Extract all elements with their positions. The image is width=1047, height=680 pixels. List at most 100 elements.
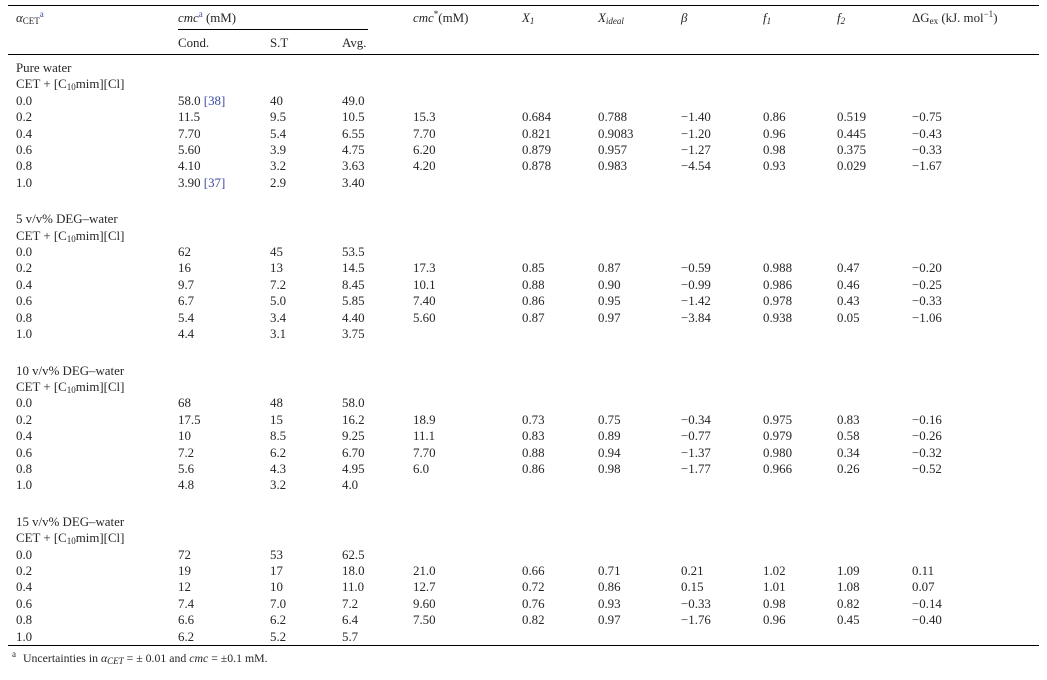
system-subscript: 10 — [66, 536, 76, 547]
cell-f1: 0.96 — [763, 613, 786, 628]
cell-x1 — [522, 93, 598, 109]
cell-cmc-star — [413, 629, 522, 646]
table-wrapper: αCETa cmca (mM) cmc*(mM) X1 Xideal β f1 … — [8, 5, 1040, 646]
cell-cond: 10 — [178, 429, 191, 444]
cell-st: 2.9 — [270, 175, 287, 190]
cell-cond: 7.70 — [178, 126, 201, 141]
section-title: 10 v/v% DEG–water — [16, 363, 125, 378]
table-row: 0.0 72 53 62.5 — [8, 547, 1039, 563]
cell-x-ideal: 0.94 — [598, 445, 621, 460]
cell-f2: 0.47 — [837, 261, 860, 276]
cell-beta: −0.33 — [681, 596, 711, 611]
cell-avg: 11.0 — [342, 580, 365, 595]
citation-link[interactable]: [37] — [203, 175, 226, 190]
system-subscript: 10 — [66, 82, 76, 93]
cell-x-ideal — [598, 93, 681, 109]
footnote-link[interactable]: a — [198, 9, 203, 19]
cell-f1 — [763, 93, 837, 109]
cell-alpha: 0.4 — [16, 277, 33, 292]
alpha-subscript: CET — [22, 16, 40, 26]
section-system-row: CET + [C10mim][Cl] — [8, 76, 1039, 92]
cell-cond: 9.7 — [178, 277, 195, 292]
cmc-unit: (mM) — [202, 11, 237, 25]
cell-f2: 0.43 — [837, 294, 860, 309]
cell-f2: 0.58 — [837, 429, 860, 444]
cell-f2: 0.46 — [837, 277, 860, 292]
cell-avg: 18.0 — [342, 563, 365, 578]
cell-f2: 0.34 — [837, 445, 860, 460]
section-system-row: CET + [C10mim][Cl] — [8, 379, 1039, 395]
cell-f1 — [763, 547, 837, 563]
cell-beta — [681, 477, 763, 493]
cmc-star-unit: (mM) — [438, 11, 469, 25]
cell-cmc-star — [413, 175, 522, 191]
section-system-row: CET + [C10mim][Cl] — [8, 530, 1039, 546]
table-body: Pure water CET + [C10mim][Cl] 0.0 58.0 [38]… — [8, 55, 1039, 646]
cell-x-ideal — [598, 547, 681, 563]
col-header-x1: X1 — [522, 5, 599, 55]
cell-cmc-star: 7.40 — [413, 294, 436, 309]
table-row: 0.2 16 13 14.5 17.3 0.85 0.87 −0.59 0.988 0.47 −0.… — [8, 260, 1039, 276]
cell-cond: 72 — [178, 547, 191, 562]
table-row: 1.0 4.4 3.1 3.75 — [8, 326, 1039, 342]
cell-alpha: 0.6 — [16, 143, 33, 158]
col-header-x-ideal: Xideal — [598, 5, 682, 55]
cell-x-ideal: 0.89 — [598, 429, 621, 444]
cell-avg: 9.25 — [342, 429, 365, 444]
cell-x-ideal: 0.95 — [598, 294, 621, 309]
cell-alpha: 0.8 — [16, 461, 33, 476]
cell-f1: 0.938 — [763, 310, 793, 325]
cell-alpha: 0.2 — [16, 563, 33, 578]
table-row: 0.4 9.7 7.2 8.45 10.1 0.88 0.90 −0.99 0.986 0.46 −… — [8, 277, 1039, 293]
cell-f2 — [837, 244, 912, 260]
cell-f2 — [837, 326, 912, 342]
cell-beta: −0.59 — [681, 261, 711, 276]
alpha-symbol: α — [100, 651, 108, 665]
cell-dg-ex: −0.75 — [912, 110, 942, 125]
section-title-row: 15 v/v% DEG–water — [8, 514, 1039, 530]
cell-cmc-star: 4.20 — [413, 159, 436, 174]
cell-st: 3.2 — [270, 159, 287, 174]
footnote-link[interactable]: a — [39, 9, 44, 19]
cell-alpha: 1.0 — [16, 478, 33, 493]
cell-dg-ex: −0.26 — [912, 429, 942, 444]
cell-avg: 10.5 — [342, 110, 365, 125]
cell-alpha: 0.2 — [16, 110, 33, 125]
cell-beta — [681, 244, 763, 260]
cell-cmc-star: 6.0 — [413, 461, 430, 476]
cell-f1: 0.979 — [763, 429, 793, 444]
col-header-f1: f1 — [763, 5, 838, 55]
cell-st: 13 — [270, 261, 283, 276]
citation-link[interactable]: [38] — [203, 93, 226, 108]
cell-f2: 0.05 — [837, 310, 860, 325]
cell-beta: −1.27 — [681, 143, 711, 158]
cell-x-ideal — [598, 629, 681, 646]
section-system-row: CET + [C10mim][Cl] — [8, 228, 1039, 244]
cell-alpha: 0.6 — [16, 596, 33, 611]
cell-avg: 6.4 — [342, 613, 359, 628]
cell-st: 6.2 — [270, 445, 287, 460]
cell-st: 3.9 — [270, 143, 287, 158]
section-system: CET + [C10mim][Cl] — [16, 228, 125, 244]
cell-avg: 58.0 — [342, 396, 365, 411]
cell-st: 40 — [270, 93, 283, 108]
cell-f1: 0.975 — [763, 412, 793, 427]
cell-f2 — [837, 175, 912, 191]
cell-alpha: 0.8 — [16, 159, 33, 174]
cell-cond: 6.7 — [178, 294, 195, 309]
cell-x-ideal — [598, 395, 681, 411]
cell-x1 — [522, 477, 598, 493]
cell-beta: −0.77 — [681, 429, 711, 444]
cell-beta: −1.20 — [681, 126, 711, 141]
cell-f1: 0.980 — [763, 445, 793, 460]
cell-st: 5.2 — [270, 629, 287, 644]
cell-beta — [681, 395, 763, 411]
col-header-cmc-star: cmc*(mM) — [413, 5, 523, 55]
cell-x1: 0.66 — [522, 563, 545, 578]
cell-f1: 0.96 — [763, 126, 786, 141]
cell-beta — [681, 547, 763, 563]
cell-avg: 4.95 — [342, 461, 365, 476]
cell-alpha: 0.0 — [16, 93, 33, 108]
cell-cond: 19 — [178, 563, 191, 578]
cell-x1: 0.83 — [522, 429, 545, 444]
